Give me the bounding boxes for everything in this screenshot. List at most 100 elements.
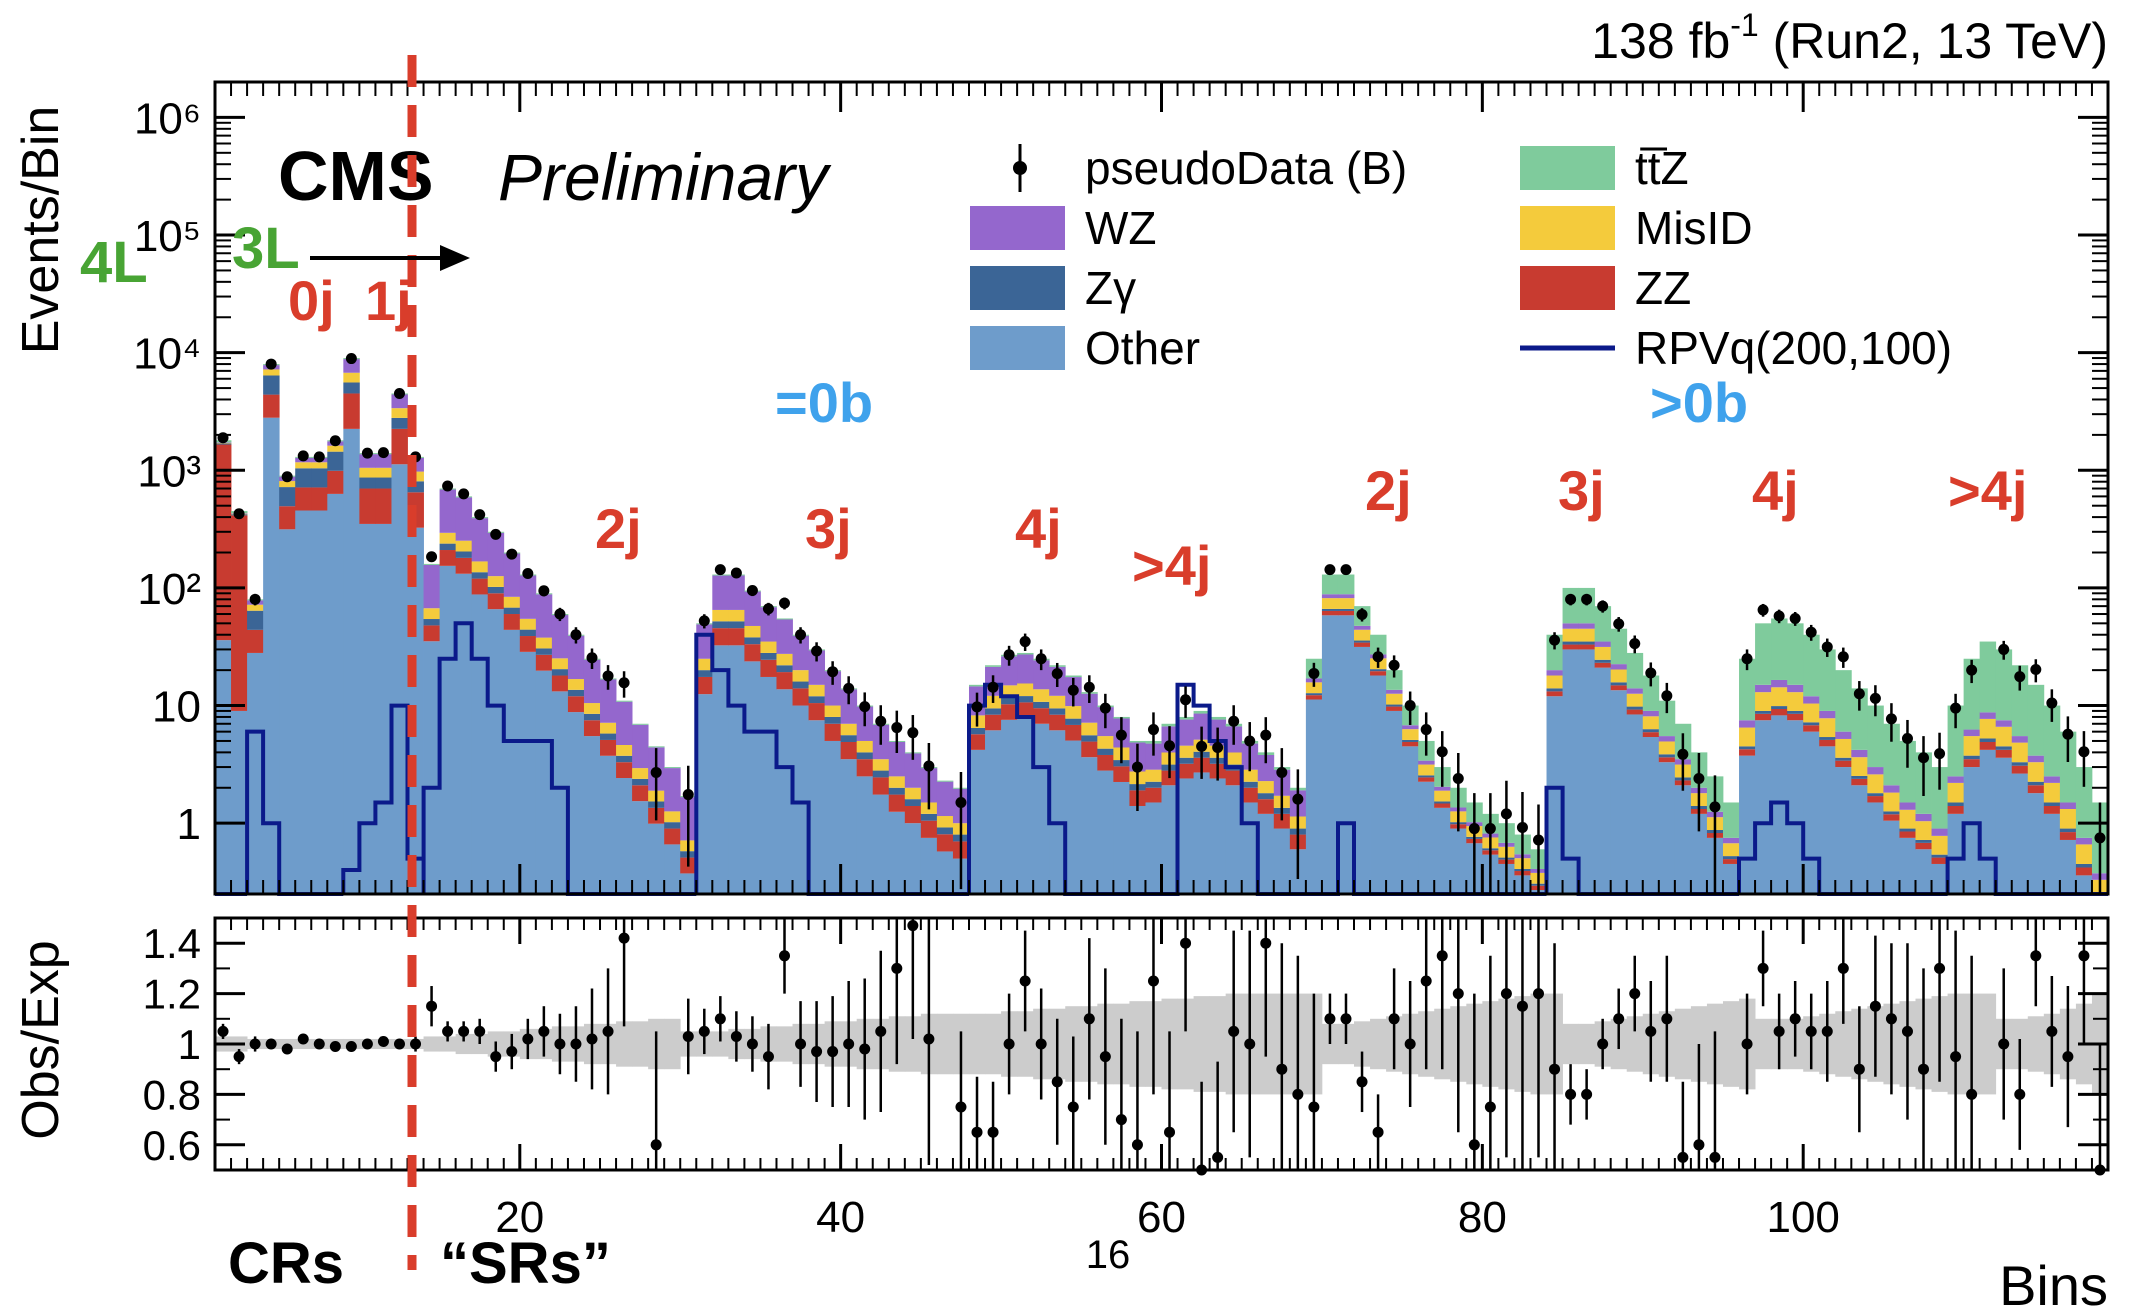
bar-zz — [423, 625, 440, 642]
bar-zz — [696, 676, 713, 695]
band-bin — [904, 1016, 922, 1072]
bar-misid — [632, 768, 649, 779]
data-point — [1308, 667, 1320, 679]
ratio-point — [249, 1038, 261, 1050]
ratio-point — [217, 1025, 229, 1037]
bar-wz — [1578, 623, 1596, 629]
bar-other — [487, 609, 505, 894]
bar-misid — [423, 608, 440, 620]
ratio-point — [265, 1038, 277, 1050]
data-point — [1356, 608, 1368, 620]
bar-wz — [471, 518, 489, 562]
bar-other — [904, 823, 922, 894]
data-point — [907, 727, 919, 739]
data-point — [987, 681, 999, 693]
bar-zgamma — [2011, 762, 2029, 766]
bar-ttz — [1867, 705, 1884, 768]
bar-zgamma — [2059, 828, 2077, 833]
data-point — [1180, 694, 1192, 706]
bar-wz — [1947, 776, 1965, 783]
ratio-point — [2078, 950, 2090, 962]
bar-zz — [279, 506, 296, 530]
bar-zgamma — [535, 648, 553, 655]
bar-wz — [2075, 837, 2093, 845]
bar-ttz — [1851, 688, 1868, 750]
data-point — [506, 548, 518, 560]
data-point — [971, 701, 983, 713]
data-point — [1292, 793, 1304, 805]
bar-other — [712, 645, 729, 894]
bar-zz — [1113, 766, 1130, 782]
ratio-point — [1950, 1051, 1962, 1063]
bar-wz — [1883, 785, 1900, 793]
bar-misid — [2043, 782, 2061, 803]
ratio-point — [891, 962, 903, 974]
x-tick-label: 20 — [495, 1193, 544, 1242]
data-point — [1164, 740, 1176, 752]
ratio-axes: 0.60.811.21.4 20 40 60 80 100 — [143, 918, 2108, 1242]
data-point — [361, 447, 373, 459]
bar-other — [1354, 646, 1371, 894]
data-point — [1003, 649, 1015, 661]
cr-label: CRs — [228, 1231, 344, 1296]
legend-swatch — [1520, 146, 1615, 190]
bar-wz — [1995, 720, 2013, 727]
bar-wz — [1418, 760, 1435, 765]
data-point — [1099, 702, 1111, 714]
bar-zgamma — [1883, 811, 1900, 815]
bar-zz — [1562, 644, 1579, 650]
bar-zz — [1755, 713, 1772, 721]
ratio-point — [313, 1038, 325, 1050]
data-point — [1709, 801, 1721, 813]
bar-misid — [343, 372, 360, 383]
bar-zgamma — [808, 696, 826, 704]
bar-other — [776, 689, 793, 894]
bar-zz — [311, 487, 328, 511]
data-point — [1613, 618, 1625, 630]
bar-zz — [1402, 741, 1419, 747]
bar-zz — [359, 488, 376, 524]
bar-zgamma — [1081, 735, 1098, 742]
bar-misid — [439, 532, 457, 544]
bar-ttz — [1819, 649, 1836, 711]
data-point — [1885, 713, 1897, 725]
bar-wz — [696, 624, 713, 659]
data-point — [1083, 681, 1095, 693]
bar-zz — [263, 394, 280, 418]
bar-wz — [1819, 710, 1836, 719]
bar-zz — [1594, 662, 1612, 668]
bar-wz — [1867, 767, 1884, 775]
bar-misid — [1434, 790, 1451, 802]
bar-misid — [1354, 629, 1371, 641]
ratio-points — [217, 918, 2106, 1176]
bar-misid — [904, 787, 922, 800]
bar-wz — [1081, 693, 1098, 723]
ratio-point — [281, 1043, 293, 1055]
bar-other — [1610, 690, 1628, 894]
bar-other — [888, 811, 906, 894]
data-point — [522, 568, 534, 580]
bar-wz — [2027, 755, 2045, 763]
data-point — [1773, 610, 1785, 622]
bar-other — [760, 676, 777, 894]
bar-zgamma — [503, 607, 521, 615]
bar-misid — [1386, 693, 1403, 705]
bar-misid — [616, 745, 633, 756]
bar-other — [583, 736, 601, 894]
bar-other — [1129, 805, 1146, 894]
ratio-point — [426, 1000, 438, 1012]
data-point — [714, 564, 726, 576]
bar-misid — [2011, 742, 2029, 763]
bar-misid — [1803, 703, 1820, 723]
y-axis-title-ratio: Obs/Exp — [12, 940, 70, 1139]
ratio-point — [1388, 1013, 1400, 1025]
data-point — [730, 567, 742, 579]
bar-zz — [1546, 691, 1563, 697]
bar-other — [263, 417, 280, 894]
data-point — [2014, 671, 2026, 683]
bar-zgamma — [2043, 802, 2061, 806]
ratio-point — [442, 1025, 454, 1037]
bar-zz — [2011, 765, 2029, 774]
bar-wz — [551, 615, 569, 659]
bar-zgamma — [455, 551, 473, 558]
